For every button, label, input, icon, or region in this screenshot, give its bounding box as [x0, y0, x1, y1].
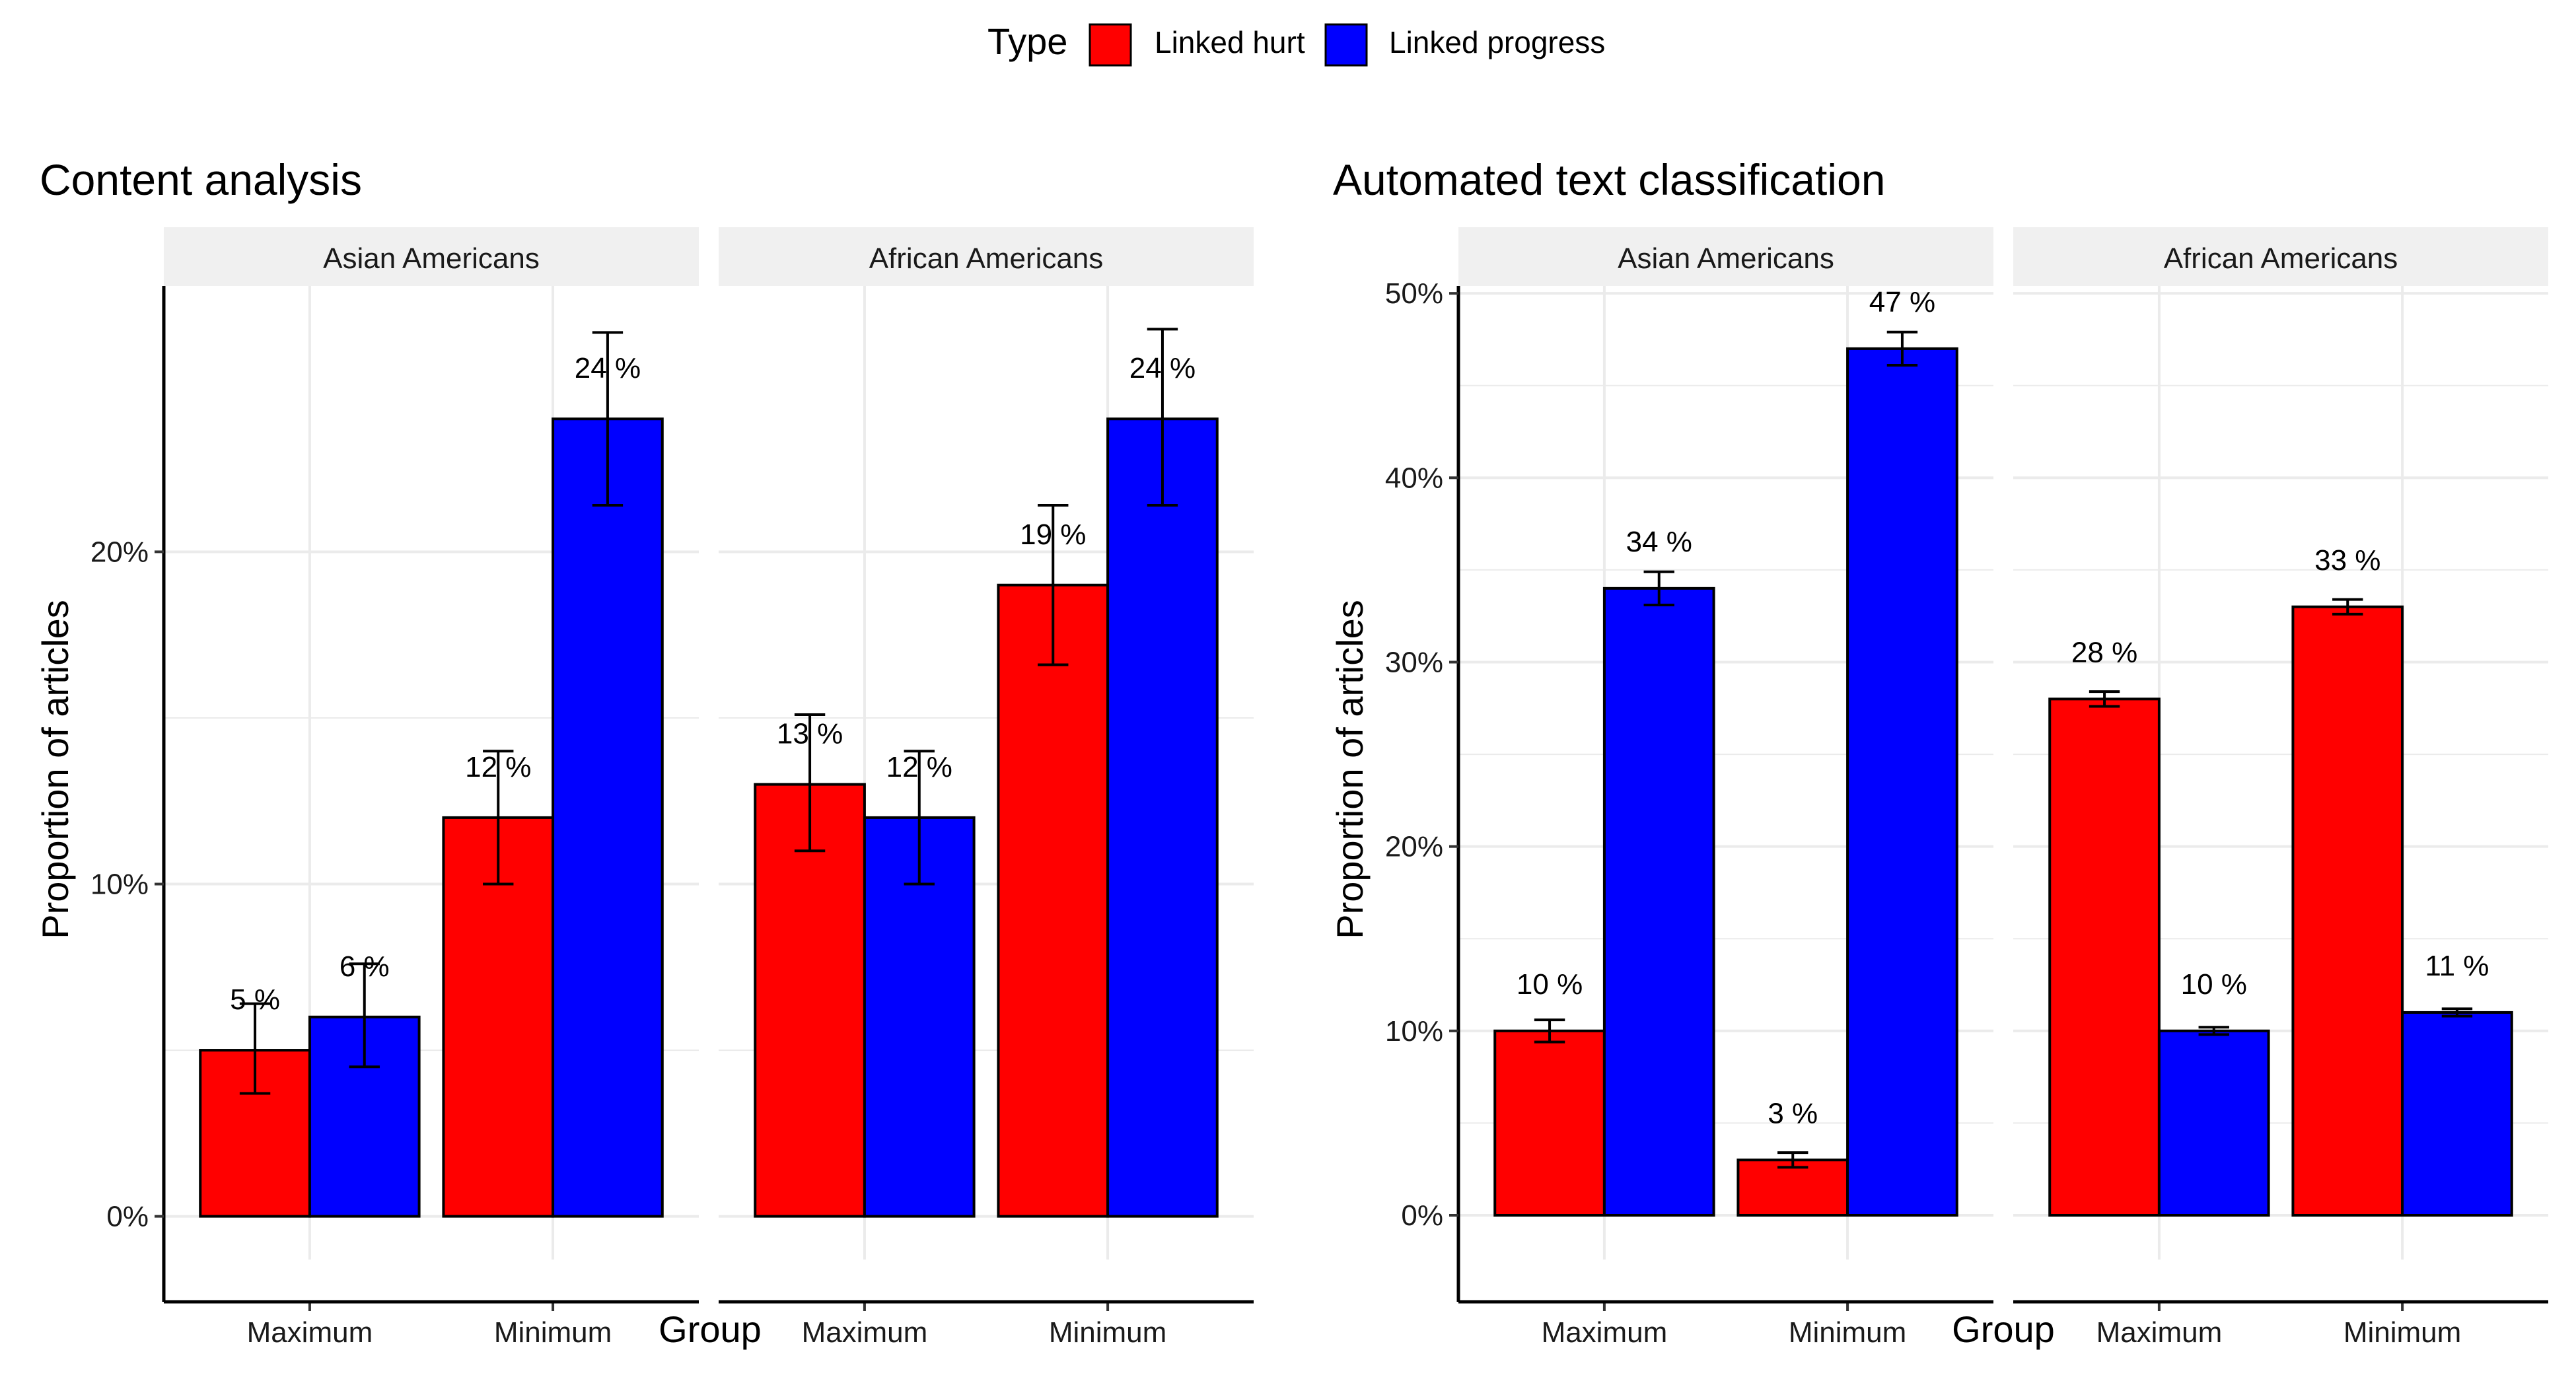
x-tick-label-maximum: Maximum	[247, 1316, 373, 1349]
error-bar-linked-hurt-asian-americans-minimum	[1777, 1151, 1808, 1169]
data-label-linked-progress-asian-americans-minimum: 47 %	[1869, 286, 1935, 318]
data-label-linked-progress-african-americans-minimum: 24 %	[1129, 352, 1196, 384]
legend-key-linked-hurt	[1089, 23, 1132, 67]
panel-automated-text-classification: Automated text classification Group Prop…	[1329, 155, 2548, 1350]
data-label-linked-progress-asian-americans-minimum: 24 %	[575, 352, 641, 384]
panel-title: Content analysis	[40, 155, 362, 204]
bar-linked-progress-african-americans-minimum	[2401, 1011, 2513, 1217]
error-bars	[1534, 330, 2473, 1169]
facet-label-asian-americans: Asian Americans	[1618, 242, 1834, 275]
data-label-linked-hurt-asian-americans-minimum: 12 %	[465, 751, 531, 783]
y-tick-label: 40%	[1385, 462, 1443, 494]
facet-label-african-americans: African Americans	[869, 242, 1104, 275]
bar-linked-progress-asian-americans-maximum	[1602, 587, 1715, 1217]
panel-content-analysis: Content analysis Group Proportion of art…	[34, 155, 1254, 1350]
y-tick-label: 10%	[1385, 1015, 1443, 1048]
x-tick-label-minimum: Minimum	[1049, 1316, 1166, 1349]
bar-linked-hurt-african-americans-minimum	[2291, 605, 2404, 1217]
data-label-linked-hurt-asian-americans-maximum: 10 %	[1517, 968, 1583, 1001]
legend: Type Linked hurt Linked progress	[987, 20, 1605, 67]
error-bar-linked-hurt-african-americans-minimum	[2332, 598, 2363, 616]
facet-strip-african-americans	[719, 227, 1254, 286]
x-axis-title: Group	[659, 1308, 762, 1350]
x-tick-label-minimum: Minimum	[494, 1316, 612, 1349]
facet-strip-african-americans	[2013, 227, 2548, 286]
data-label-linked-hurt-african-americans-maximum: 13 %	[777, 718, 843, 750]
error-bar-linked-progress-african-americans-maximum	[2198, 1026, 2229, 1036]
facet-strip-asian-americans	[164, 227, 699, 286]
y-axis-title: Proportion of articles	[34, 600, 76, 939]
data-labels: 5 % 6 % 12 % 24 % 13 % 12 % 19 % 24 %	[230, 352, 1196, 1016]
error-bars	[239, 328, 1178, 1095]
x-tick-label-maximum: Maximum	[1542, 1316, 1668, 1349]
y-tick-label: 20%	[1385, 831, 1443, 863]
data-label-linked-hurt-asian-americans-maximum: 5 %	[230, 983, 280, 1016]
error-bar-linked-progress-asian-americans-maximum	[349, 962, 380, 1069]
error-bar-linked-progress-asian-americans-minimum	[1886, 330, 1918, 367]
error-bar-linked-hurt-asian-americans-maximum	[239, 1002, 271, 1095]
x-tick-label-maximum: Maximum	[802, 1316, 928, 1349]
bar-linked-progress-asian-americans-minimum	[552, 417, 664, 1218]
error-bar-linked-progress-asian-americans-maximum	[1643, 570, 1674, 606]
facet-label-african-americans: African Americans	[2164, 242, 2398, 275]
error-bar-linked-hurt-african-americans-minimum	[1038, 504, 1069, 666]
data-labels: 10 % 34 % 3 % 47 % 28 % 10 % 33 % 11 %	[1517, 286, 2489, 1129]
y-tick-label: 50%	[1385, 277, 1443, 310]
facet-label-asian-americans: Asian Americans	[323, 242, 540, 275]
x-tick-label-minimum: Minimum	[2343, 1316, 2461, 1349]
error-bar-linked-progress-asian-americans-minimum	[592, 331, 624, 507]
y-tick-label: 30%	[1385, 647, 1443, 679]
bar-linked-progress-african-americans-maximum	[2157, 1029, 2270, 1217]
y-tick-label: 0%	[1401, 1199, 1443, 1232]
y-tick-label: 20%	[90, 536, 149, 568]
data-label-linked-progress-african-americans-maximum: 10 %	[2181, 968, 2247, 1001]
y-tick-label: 10%	[90, 869, 149, 901]
x-axis-title: Group	[1952, 1308, 2055, 1350]
data-label-linked-hurt-asian-americans-minimum: 3 %	[1768, 1097, 1818, 1129]
error-bar-linked-progress-african-americans-maximum	[904, 750, 935, 886]
legend-title: Type	[987, 20, 1067, 62]
data-label-linked-progress-asian-americans-maximum: 34 %	[1626, 526, 1692, 558]
y-tick-label: 0%	[106, 1201, 149, 1233]
axes: Maximum Minimum Maximum Minimum 0% 10% 20% 30% 4…	[1385, 277, 2548, 1349]
data-label-linked-progress-asian-americans-maximum: 6 %	[340, 950, 390, 983]
data-label-linked-progress-african-americans-minimum: 11 %	[2425, 950, 2489, 982]
error-bar-linked-progress-african-americans-minimum	[2441, 1007, 2473, 1018]
bar-linked-progress-asian-americans-minimum	[1846, 347, 1958, 1217]
error-bar-linked-hurt-african-americans-maximum	[794, 713, 826, 853]
bar-linked-hurt-african-americans-minimum	[997, 583, 1110, 1218]
data-label-linked-hurt-african-americans-maximum: 28 %	[2071, 636, 2137, 668]
legend-key-linked-progress	[1324, 23, 1368, 67]
facet-strip-asian-americans	[1458, 227, 1993, 286]
axes: Maximum Minimum Maximum Minimum 0% 10% 20%	[90, 286, 1254, 1349]
error-bar-linked-hurt-african-americans-maximum	[2089, 690, 2120, 708]
data-label-linked-progress-african-americans-maximum: 12 %	[886, 751, 952, 783]
data-label-linked-hurt-african-americans-minimum: 19 %	[1020, 518, 1086, 551]
bar-linked-hurt-asian-americans-maximum	[1493, 1029, 1606, 1217]
x-tick-label-minimum: Minimum	[1789, 1316, 1906, 1349]
panel-title: Automated text classification	[1333, 155, 1885, 204]
bar-linked-hurt-african-americans-maximum	[2048, 697, 2161, 1217]
data-label-linked-hurt-african-americans-minimum: 33 %	[2314, 544, 2380, 577]
error-bar-linked-progress-african-americans-minimum	[1147, 328, 1178, 507]
legend-label-linked-progress: Linked progress	[1389, 25, 1605, 59]
x-tick-label-maximum: Maximum	[2096, 1316, 2223, 1349]
bar-linked-progress-african-americans-minimum	[1106, 417, 1219, 1218]
error-bar-linked-hurt-asian-americans-minimum	[483, 750, 514, 886]
bars	[199, 417, 1219, 1218]
error-bar-linked-hurt-asian-americans-maximum	[1534, 1018, 1565, 1044]
legend-label-linked-hurt: Linked hurt	[1155, 25, 1305, 59]
y-axis-title: Proportion of articles	[1329, 600, 1371, 939]
